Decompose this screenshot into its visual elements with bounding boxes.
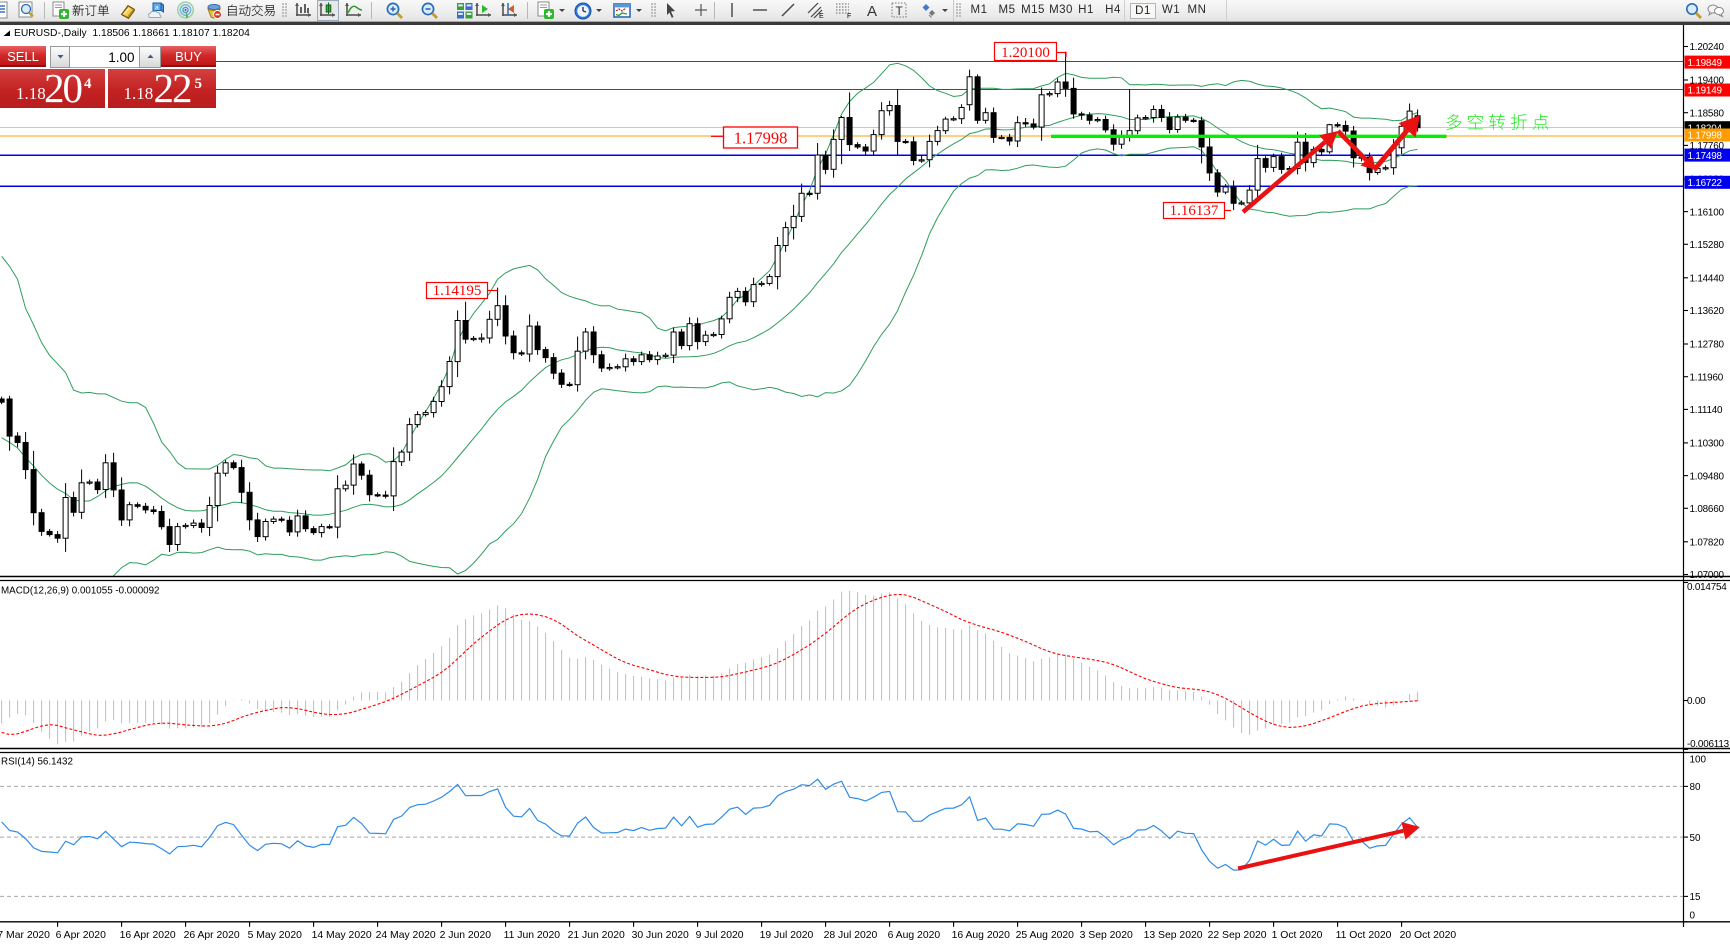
svg-text:1.17998: 1.17998	[1688, 131, 1723, 142]
svg-text:1.09480: 1.09480	[1690, 471, 1725, 482]
svg-text:26 Apr 2020: 26 Apr 2020	[184, 930, 240, 941]
svg-text:6 Apr 2020: 6 Apr 2020	[56, 930, 106, 941]
svg-text:15: 15	[1690, 892, 1701, 903]
svg-text:3 Sep 2020: 3 Sep 2020	[1080, 930, 1133, 941]
svg-text:22 Sep 2020: 22 Sep 2020	[1208, 930, 1267, 941]
svg-text:30 Jun 2020: 30 Jun 2020	[632, 930, 689, 941]
svg-text:1.16100: 1.16100	[1690, 207, 1725, 218]
svg-text:a: a	[155, 5, 159, 12]
svg-text:E: E	[819, 13, 824, 20]
svg-text:MACD(12,26,9) 0.001055 -0.0000: MACD(12,26,9) 0.001055 -0.000092	[1, 586, 160, 597]
svg-text:9 Jul 2020: 9 Jul 2020	[696, 930, 744, 941]
svg-text:0.00: 0.00	[1687, 696, 1706, 707]
svg-text:25 Aug 2020: 25 Aug 2020	[1016, 930, 1075, 941]
svg-text:1.07000: 1.07000	[1690, 570, 1725, 581]
svg-text:5 May 2020: 5 May 2020	[248, 930, 303, 941]
svg-text:1.20240: 1.20240	[1690, 42, 1725, 53]
svg-text:1.11960: 1.11960	[1690, 372, 1724, 383]
svg-text:1.16137: 1.16137	[1170, 203, 1219, 219]
svg-text:21 Jun 2020: 21 Jun 2020	[568, 930, 625, 941]
svg-text:13 Sep 2020: 13 Sep 2020	[1144, 930, 1203, 941]
svg-text:1.13620: 1.13620	[1690, 306, 1725, 317]
svg-text:19 Jul 2020: 19 Jul 2020	[760, 930, 814, 941]
svg-text:1.17760: 1.17760	[1690, 141, 1725, 152]
svg-text:1.16722: 1.16722	[1688, 178, 1722, 189]
svg-text:1.07820: 1.07820	[1690, 538, 1725, 549]
svg-text:0.014754: 0.014754	[1687, 582, 1727, 593]
svg-text:80: 80	[1690, 782, 1701, 793]
svg-text:1.17498: 1.17498	[1688, 151, 1723, 162]
svg-text:14 May 2020: 14 May 2020	[312, 930, 372, 941]
svg-text:6 Aug 2020: 6 Aug 2020	[888, 930, 941, 941]
svg-text:1.14440: 1.14440	[1690, 274, 1725, 285]
svg-text:1.10300: 1.10300	[1690, 439, 1725, 450]
svg-text:-0.006113: -0.006113	[1687, 739, 1730, 750]
svg-text:1.14195: 1.14195	[433, 283, 482, 299]
svg-text:11 Jun 2020: 11 Jun 2020	[504, 930, 561, 941]
svg-text:0: 0	[1690, 911, 1696, 922]
svg-text:1.19149: 1.19149	[1688, 86, 1723, 97]
svg-text:100: 100	[1690, 755, 1707, 766]
svg-text:28 Jul 2020: 28 Jul 2020	[824, 930, 878, 941]
svg-text:1.15280: 1.15280	[1690, 240, 1725, 251]
svg-text:1.11140: 1.11140	[1690, 405, 1724, 416]
svg-text:1.12780: 1.12780	[1690, 340, 1725, 351]
svg-text:RSI(14) 56.1432: RSI(14) 56.1432	[1, 757, 73, 768]
svg-text:50: 50	[1690, 833, 1701, 844]
svg-text:F: F	[847, 13, 851, 20]
svg-text:T: T	[896, 4, 904, 18]
svg-text:1.08660: 1.08660	[1690, 504, 1725, 515]
svg-text:1.18580: 1.18580	[1690, 108, 1725, 119]
svg-text:1.19849: 1.19849	[1688, 58, 1723, 69]
svg-text:1 Oct 2020: 1 Oct 2020	[1272, 930, 1323, 941]
svg-text:1.19400: 1.19400	[1690, 76, 1725, 87]
svg-text:24 May 2020: 24 May 2020	[376, 930, 436, 941]
svg-text:1.17998: 1.17998	[734, 129, 788, 148]
svg-text:11 Oct 2020: 11 Oct 2020	[1336, 930, 1392, 941]
svg-text:16 Apr 2020: 16 Apr 2020	[120, 930, 176, 941]
svg-text:A: A	[867, 3, 877, 20]
svg-text:1.20100: 1.20100	[1001, 45, 1050, 61]
svg-text:2 Jun 2020: 2 Jun 2020	[440, 930, 492, 941]
svg-text:27 Mar 2020: 27 Mar 2020	[0, 930, 50, 941]
svg-text:20 Oct 2020: 20 Oct 2020	[1400, 930, 1457, 941]
svg-text:16 Aug 2020: 16 Aug 2020	[952, 930, 1011, 941]
